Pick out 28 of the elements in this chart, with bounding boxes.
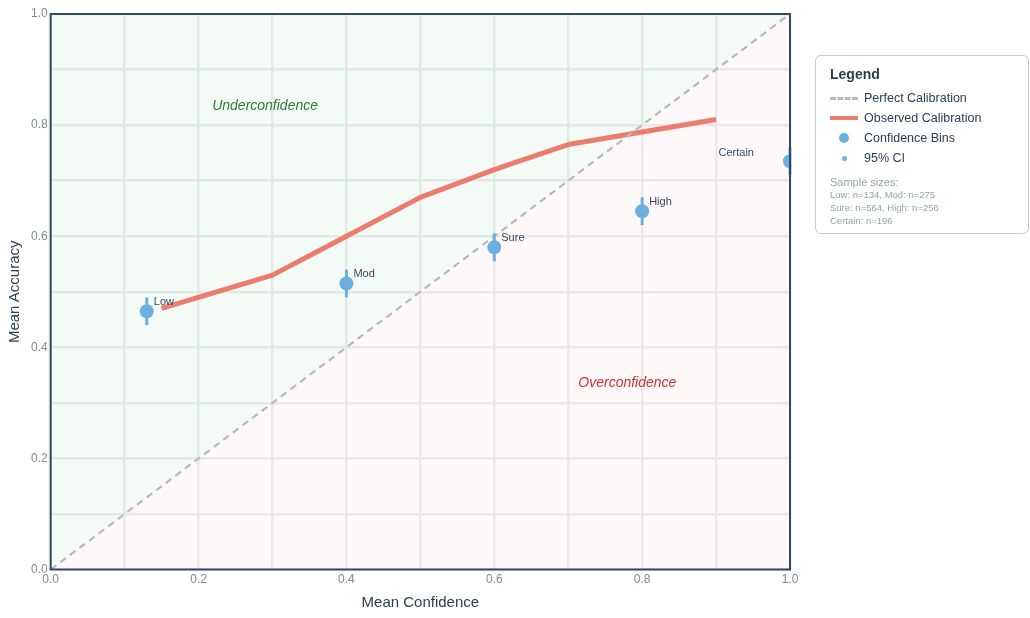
- x-tick-label: 0.8: [633, 572, 651, 587]
- annotation: Overconfidence: [578, 374, 677, 391]
- annotation: Low: [153, 294, 175, 307]
- text: 95% CI: [863, 150, 906, 167]
- y-tick-label: 0.2: [30, 450, 48, 465]
- legend-title: Legend: [830, 66, 881, 82]
- y-tick-label: 0.8: [30, 117, 48, 132]
- x-axis-title: Mean Confidence: [361, 593, 480, 611]
- text: Certain: n=196: [830, 214, 894, 227]
- text: Sure: n=564, High: n=256: [830, 201, 940, 214]
- legend-label: Confidence Bins: [863, 130, 957, 147]
- annotation: Certain: [718, 145, 754, 158]
- annotation: High: [649, 194, 672, 207]
- text: Low: n=134, Mod: n=275: [830, 188, 937, 201]
- y-tick-label: 0.4: [30, 339, 48, 354]
- x-tick-label: 0.6: [485, 572, 503, 587]
- y-tick-label: 1.0: [30, 6, 48, 21]
- y-axis-title: Mean Accuracy: [5, 240, 23, 344]
- annotation: Underconfidence: [212, 96, 319, 113]
- legend-label: Observed Calibration: [863, 110, 983, 127]
- x-tick-label: 1.0: [781, 572, 799, 587]
- x-tick-label: 0.2: [190, 572, 208, 587]
- y-tick-label: 0.6: [30, 228, 48, 243]
- x-tick-label: 0.4: [338, 572, 356, 587]
- annotation: Mod: [353, 267, 375, 279]
- legend-label: Perfect Calibration: [863, 90, 968, 107]
- text: Sample sizes:: [830, 176, 900, 188]
- annotation: Sure: [501, 230, 525, 243]
